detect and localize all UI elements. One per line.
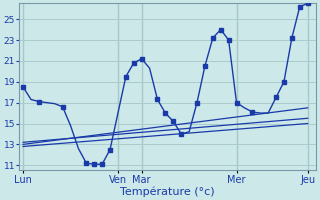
X-axis label: Température (°c): Température (°c) bbox=[120, 186, 215, 197]
